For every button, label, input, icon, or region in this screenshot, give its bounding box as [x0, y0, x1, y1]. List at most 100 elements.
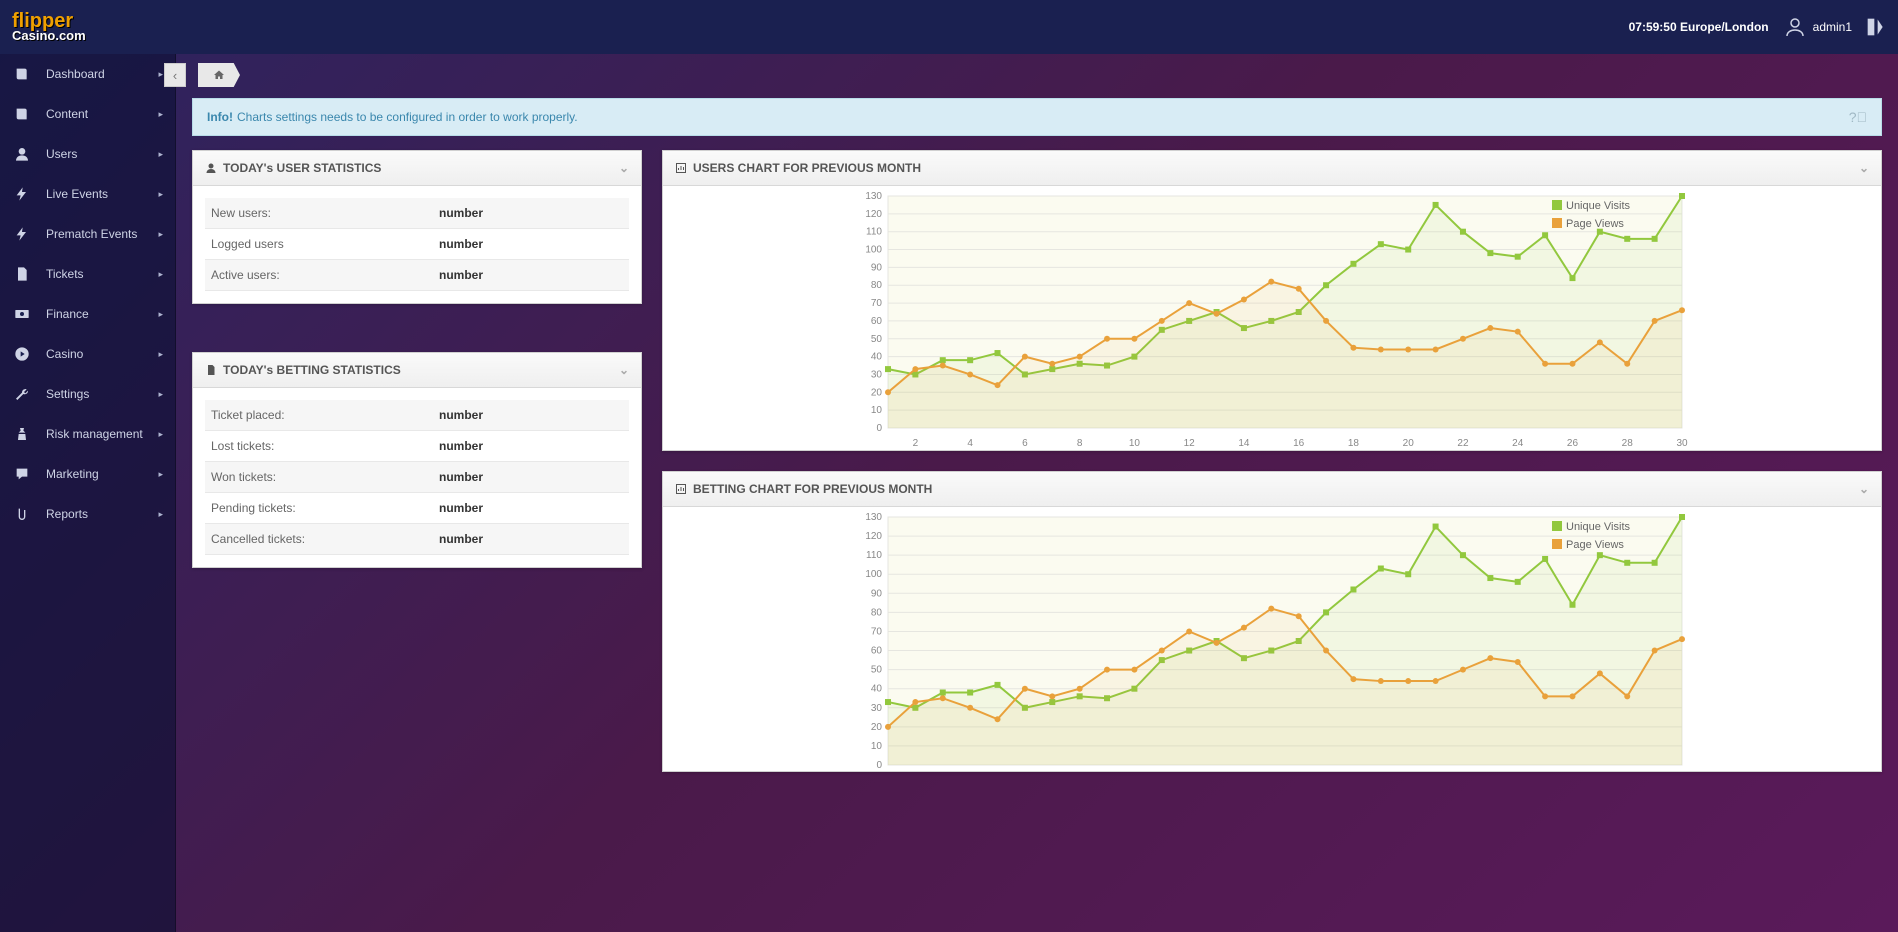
sidebar-item-dashboard[interactable]: Dashboard ▸: [0, 54, 175, 94]
svg-text:70: 70: [871, 626, 883, 637]
chevron-right-icon: ▸: [158, 109, 163, 120]
svg-text:30: 30: [1676, 438, 1688, 449]
svg-text:Unique Visits: Unique Visits: [1566, 200, 1630, 212]
svg-text:100: 100: [865, 569, 882, 580]
logout-icon[interactable]: [1866, 15, 1886, 39]
topbar: flipper Casino.com 07:59:50 Europe/Londo…: [0, 0, 1898, 54]
logo[interactable]: flipper Casino.com: [12, 12, 86, 42]
sidebar-item-reports[interactable]: Reports ▸: [0, 494, 175, 534]
sidebar-item-label: Tickets: [46, 267, 84, 281]
stat-label: Logged users: [211, 237, 284, 251]
breadcrumb-home[interactable]: [198, 63, 240, 87]
svg-text:130: 130: [865, 512, 882, 523]
file-icon: [205, 364, 217, 376]
sidebar-item-settings[interactable]: Settings ▸: [0, 374, 175, 414]
panel-title: BETTING CHART FOR PREVIOUS MONTH: [693, 482, 932, 496]
main-content: ‹ Info! Charts settings needs to be conf…: [176, 54, 1898, 932]
svg-text:4: 4: [967, 438, 973, 449]
chevron-right-icon: ▸: [158, 189, 163, 200]
svg-text:110: 110: [866, 550, 882, 561]
sidebar-item-label: Finance: [46, 307, 89, 321]
stat-value: number: [439, 408, 483, 422]
svg-text:70: 70: [871, 298, 883, 309]
sidebar-item-prematch-events[interactable]: Prematch Events ▸: [0, 214, 175, 254]
svg-text:50: 50: [871, 334, 883, 345]
alert-help-icon[interactable]: ?⃝: [1849, 109, 1867, 125]
betting-stats-panel: TODAY's BETTING STATISTICS ⌄ Ticket plac…: [192, 352, 642, 568]
play-icon: [14, 346, 30, 362]
stat-value: number: [439, 206, 483, 220]
svg-text:80: 80: [871, 280, 883, 291]
sidebar-item-label: Live Events: [46, 187, 108, 201]
chevron-right-icon: ▸: [158, 269, 163, 280]
sidebar-item-label: Casino: [46, 347, 83, 361]
panel-toggle[interactable]: ⌄: [619, 363, 629, 377]
username[interactable]: admin1: [1813, 20, 1852, 34]
sidebar-item-marketing[interactable]: Marketing ▸: [0, 454, 175, 494]
sidebar-item-live-events[interactable]: Live Events ▸: [0, 174, 175, 214]
betting-chart-panel: BETTING CHART FOR PREVIOUS MONTH ⌄ 01020…: [662, 471, 1882, 772]
svg-text:Unique Visits: Unique Visits: [1566, 521, 1630, 533]
stat-row: New users: number: [205, 198, 629, 229]
money-icon: [14, 306, 30, 322]
svg-text:110: 110: [866, 227, 882, 238]
alert-text: Charts settings needs to be configured i…: [237, 110, 578, 124]
svg-text:0: 0: [876, 760, 882, 771]
svg-text:Page Views: Page Views: [1566, 218, 1624, 230]
sidebar-item-label: Dashboard: [46, 67, 105, 81]
chevron-right-icon: ▸: [158, 469, 163, 480]
svg-text:12: 12: [1184, 438, 1196, 449]
svg-text:120: 120: [865, 209, 882, 220]
user-icon: [14, 146, 30, 162]
panel-toggle[interactable]: ⌄: [1859, 161, 1869, 175]
stat-row: Pending tickets: number: [205, 493, 629, 524]
stat-label: Pending tickets:: [211, 501, 296, 515]
stat-label: Active users:: [211, 268, 280, 282]
chevron-right-icon: ▸: [158, 229, 163, 240]
sidebar-item-label: Risk management: [46, 427, 143, 441]
svg-text:60: 60: [871, 316, 883, 327]
sidebar-item-label: Reports: [46, 507, 88, 521]
users-chart-panel: USERS CHART FOR PREVIOUS MONTH ⌄ 0102030…: [662, 150, 1882, 451]
stat-row: Lost tickets: number: [205, 431, 629, 462]
sidebar-collapse-button[interactable]: ‹: [164, 63, 186, 87]
sidebar-item-content[interactable]: Content ▸: [0, 94, 175, 134]
sidebar-item-tickets[interactable]: Tickets ▸: [0, 254, 175, 294]
chess-icon: [14, 426, 30, 442]
user-stats-panel: TODAY's USER STATISTICS ⌄ New users: num…: [192, 150, 642, 304]
stat-value: number: [439, 470, 483, 484]
svg-text:Page Views: Page Views: [1566, 539, 1624, 551]
panel-header: BETTING CHART FOR PREVIOUS MONTH ⌄: [663, 472, 1881, 507]
stat-value: number: [439, 501, 483, 515]
wrench-icon: [14, 386, 30, 402]
sidebar-item-users[interactable]: Users ▸: [0, 134, 175, 174]
sidebar-item-label: Content: [46, 107, 88, 121]
svg-text:130: 130: [865, 191, 882, 202]
sidebar-item-risk-management[interactable]: Risk management ▸: [0, 414, 175, 454]
panel-toggle[interactable]: ⌄: [1859, 482, 1869, 496]
home-icon: [213, 69, 225, 81]
svg-text:30: 30: [871, 703, 883, 714]
chart-icon: [675, 483, 687, 495]
chevron-right-icon: ▸: [158, 149, 163, 160]
svg-text:40: 40: [871, 684, 883, 695]
chevron-right-icon: ▸: [158, 429, 163, 440]
breadcrumb-row: ‹: [164, 60, 1882, 90]
stat-value: number: [439, 532, 483, 546]
sidebar-item-finance[interactable]: Finance ▸: [0, 294, 175, 334]
svg-text:90: 90: [871, 262, 883, 273]
svg-text:80: 80: [871, 607, 883, 618]
user-icon: [205, 162, 217, 174]
svg-text:24: 24: [1512, 438, 1524, 449]
svg-text:20: 20: [871, 722, 883, 733]
sidebar-item-casino[interactable]: Casino ▸: [0, 334, 175, 374]
stat-label: Won tickets:: [211, 470, 276, 484]
sidebar-item-label: Settings: [46, 387, 89, 401]
users-chart: 0102030405060708090100110120130246810121…: [663, 190, 1881, 450]
avatar-icon[interactable]: [1783, 15, 1807, 39]
clip-icon: [14, 506, 30, 522]
sidebar-item-label: Users: [46, 147, 77, 161]
panel-header: TODAY's USER STATISTICS ⌄: [193, 151, 641, 186]
svg-text:20: 20: [1403, 438, 1415, 449]
panel-toggle[interactable]: ⌄: [619, 161, 629, 175]
